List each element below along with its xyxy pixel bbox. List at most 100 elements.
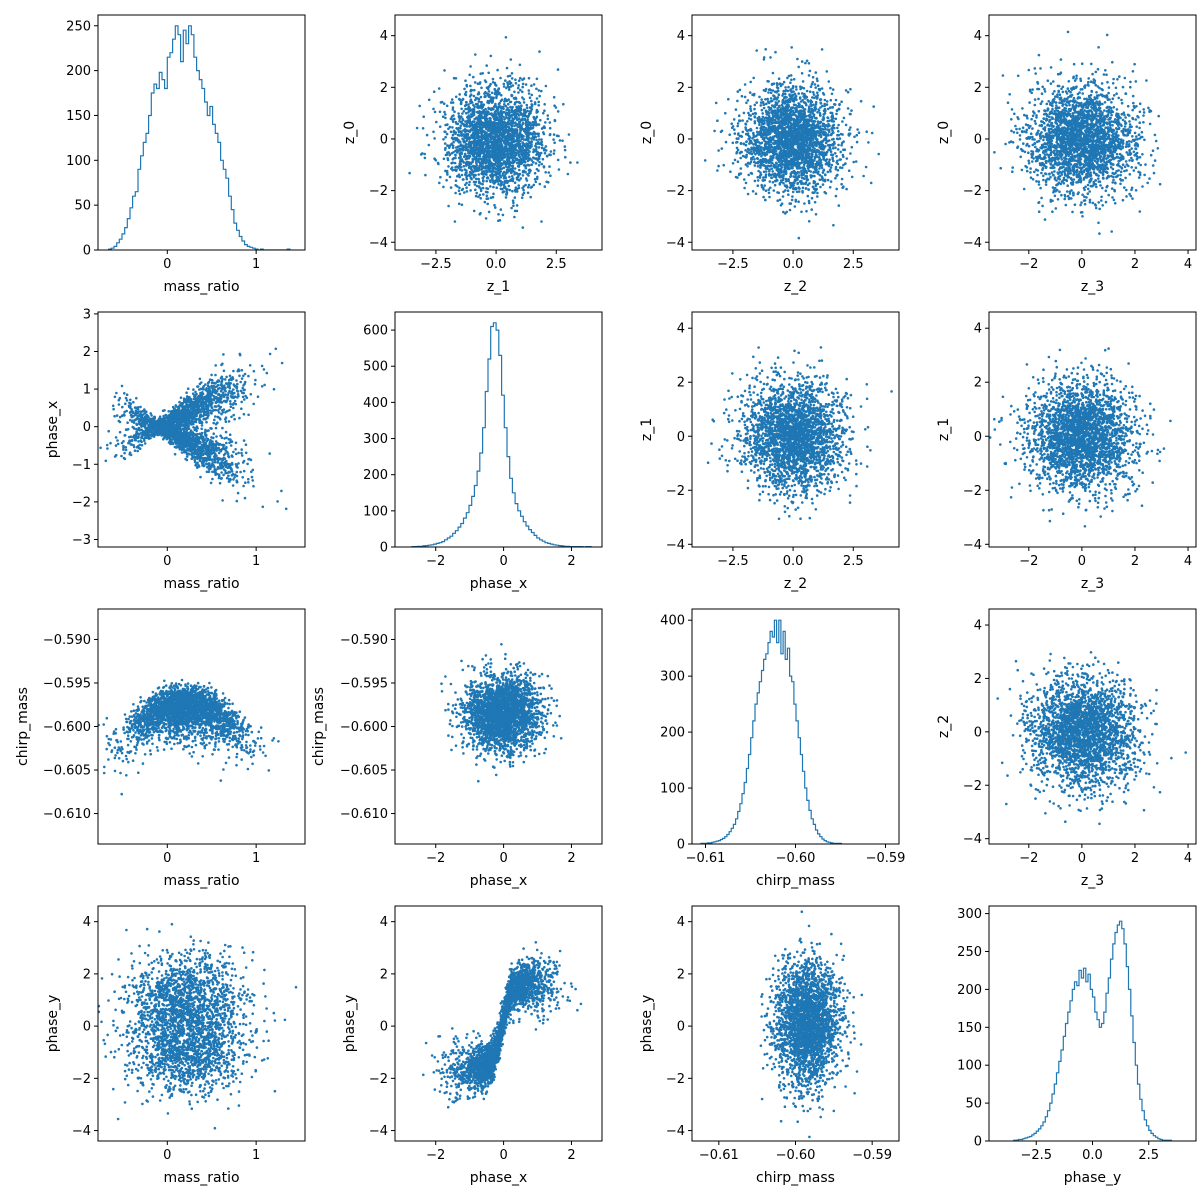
scatter-point bbox=[759, 104, 763, 107]
scatter-point bbox=[456, 122, 460, 126]
scatter-point bbox=[782, 149, 785, 152]
scatter-point bbox=[498, 154, 502, 157]
scatter-point bbox=[740, 94, 744, 98]
scatter-point bbox=[499, 208, 503, 211]
scatter-point bbox=[532, 135, 535, 139]
scatter-point bbox=[774, 103, 777, 107]
scatter-point bbox=[521, 158, 525, 162]
scatter-point bbox=[816, 195, 819, 198]
scatter-point bbox=[842, 148, 845, 152]
scatter-point bbox=[474, 180, 478, 184]
scatter-point bbox=[764, 98, 767, 101]
scatter-point bbox=[469, 189, 472, 192]
scatter-point bbox=[867, 141, 870, 144]
scatter-point bbox=[801, 186, 805, 190]
scatter-point bbox=[461, 148, 465, 152]
scatter-point bbox=[472, 94, 476, 98]
scatter-point bbox=[817, 108, 820, 111]
scatter-point bbox=[774, 149, 778, 153]
scatter-point bbox=[703, 159, 707, 162]
scatter-point bbox=[474, 125, 478, 129]
scatter-point bbox=[811, 137, 814, 140]
scatter-point bbox=[487, 146, 490, 149]
scatter-point bbox=[486, 99, 490, 103]
scatter-point bbox=[533, 171, 537, 175]
scatter-point bbox=[473, 145, 476, 149]
scatter-point bbox=[485, 160, 489, 163]
scatter-point bbox=[503, 140, 507, 143]
histogram-bin bbox=[215, 133, 218, 250]
scatter-point bbox=[745, 153, 748, 157]
scatter-point bbox=[524, 177, 528, 180]
scatter-point bbox=[474, 160, 478, 163]
scatter-point bbox=[471, 133, 475, 136]
scatter-point bbox=[457, 166, 460, 170]
scatter-point bbox=[455, 168, 458, 172]
scatter-point bbox=[828, 158, 831, 161]
scatter-point bbox=[513, 170, 516, 174]
scatter-point bbox=[473, 81, 477, 84]
scatter-point bbox=[785, 96, 788, 99]
scatter-point bbox=[511, 118, 514, 122]
scatter-point bbox=[548, 126, 552, 130]
scatter-point bbox=[526, 148, 530, 152]
scatter-point bbox=[489, 117, 492, 121]
scatter-point bbox=[854, 160, 858, 163]
histogram-bin bbox=[162, 80, 165, 250]
scatter-point bbox=[515, 149, 519, 152]
scatter-point bbox=[495, 176, 498, 179]
scatter-point bbox=[816, 91, 819, 94]
scatter-point bbox=[761, 100, 765, 104]
scatter-point bbox=[716, 119, 719, 122]
scatter-point bbox=[735, 141, 738, 144]
scatter-point bbox=[552, 138, 555, 141]
scatter-point bbox=[754, 153, 757, 156]
scatter-point bbox=[764, 48, 767, 51]
scatter-point bbox=[770, 167, 773, 170]
y-tick-label: 150 bbox=[66, 109, 91, 124]
scatter-point bbox=[515, 209, 519, 213]
scatter-point bbox=[515, 123, 518, 126]
scatter-point bbox=[485, 140, 489, 143]
scatter-point bbox=[549, 153, 552, 157]
scatter-point bbox=[463, 191, 466, 194]
scatter-point bbox=[543, 109, 546, 112]
axes-frame bbox=[97, 14, 306, 251]
scatter-point bbox=[465, 190, 469, 193]
scatter-point bbox=[507, 141, 510, 145]
scatter-point bbox=[451, 146, 455, 149]
scatter-point bbox=[496, 68, 499, 72]
scatter-point bbox=[772, 82, 776, 85]
x-tick-label: 0.0 bbox=[486, 257, 507, 272]
x-tick-label: 2.5 bbox=[546, 257, 567, 272]
scatter-point bbox=[837, 204, 841, 207]
scatter-point bbox=[493, 111, 497, 114]
scatter-point bbox=[773, 90, 777, 94]
scatter-point bbox=[793, 175, 797, 178]
scatter-point bbox=[495, 113, 498, 116]
scatter-point bbox=[736, 160, 740, 163]
scatter-point bbox=[796, 170, 800, 174]
scatter-point bbox=[465, 157, 469, 160]
scatter-point bbox=[818, 155, 821, 159]
scatter-point bbox=[767, 101, 771, 105]
scatter-point bbox=[522, 77, 526, 80]
scatter-point bbox=[522, 188, 525, 192]
scatter-point bbox=[755, 130, 759, 134]
scatter-point bbox=[528, 171, 531, 175]
scatter-point bbox=[461, 118, 465, 122]
scatter-point bbox=[519, 108, 523, 112]
scatter-point bbox=[748, 139, 752, 143]
scatter-point bbox=[487, 162, 491, 166]
scatter-point bbox=[479, 131, 482, 135]
scatter-point bbox=[511, 153, 514, 157]
scatter-point bbox=[480, 120, 483, 124]
scatter-point bbox=[511, 105, 514, 109]
scatter-point bbox=[763, 184, 766, 187]
scatter-point bbox=[517, 184, 520, 187]
scatter-point bbox=[806, 98, 809, 102]
scatter-point bbox=[472, 113, 476, 117]
scatter-point bbox=[797, 150, 800, 153]
scatter-point bbox=[761, 122, 764, 126]
